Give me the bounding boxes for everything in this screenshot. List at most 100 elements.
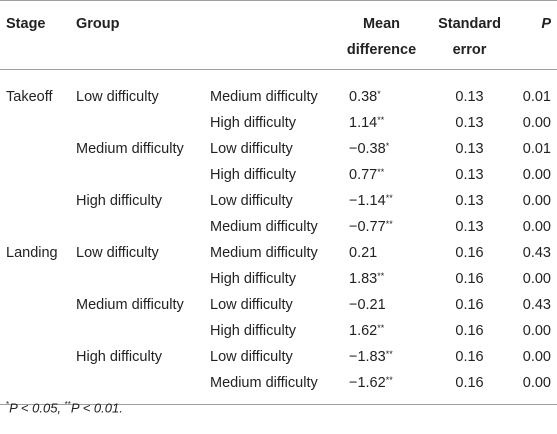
cell-compare: High difficulty (210, 271, 296, 287)
cell-stage (0, 266, 70, 292)
significance-stars: ** (385, 219, 393, 229)
cell-standard-error: 0.13 (455, 193, 484, 209)
cell-mean-difference: −1.83** (335, 344, 428, 370)
cell-standard-error: 0.16 (455, 297, 484, 313)
header-se-line2: error (452, 42, 487, 58)
header-se-line1: Standard (438, 16, 501, 32)
cell-mean-difference: 0.77** (335, 162, 428, 188)
cell-group: Low difficulty (76, 89, 159, 105)
cell-p-value: 0.01 (522, 89, 551, 105)
cell-p-value: 0.43 (522, 297, 551, 313)
cell-standard-error: 0.16 (455, 245, 484, 261)
cell-p-value: 0.43 (522, 245, 551, 261)
significance-stars: ** (377, 167, 385, 177)
cell-compare: Medium difficulty (204, 370, 335, 405)
cell-compare: Medium difficulty (210, 245, 318, 261)
table-row: High difficulty 0.77** 0.13 0.00 (0, 162, 557, 188)
cell-compare: Low difficulty (210, 349, 293, 365)
cell-p-value: 0.00 (511, 370, 557, 405)
cell-mean-difference: −1.14** (335, 188, 428, 214)
cell-stage (0, 292, 70, 318)
cell-mean-difference: 1.14** (335, 110, 428, 136)
cell-group (70, 162, 204, 188)
mean-value: 1.14 (349, 115, 378, 131)
cell-p-value: 0.00 (522, 323, 551, 339)
table-row: Medium difficulty Low difficulty −0.38* 0.1… (0, 136, 557, 162)
cell-standard-error: 0.16 (455, 271, 484, 287)
footnote-text-2: P < 0.01. (70, 400, 123, 416)
cell-compare: Low difficulty (210, 141, 293, 157)
cell-stage: Takeoff (6, 89, 53, 105)
cell-stage (0, 214, 70, 240)
cell-standard-error: 0.16 (455, 323, 484, 339)
footnote-text-1: P < 0.05, (9, 400, 62, 416)
results-table-container: Stage Group Mean difference Standard err… (0, 0, 557, 405)
table-row: Landing Low difficulty Medium difficulty 0.… (0, 240, 557, 266)
cell-mean-difference: 1.83** (335, 266, 428, 292)
significance-stars: ** (377, 323, 385, 333)
table-row: High difficulty Low difficulty −1.83** 0.16… (0, 344, 557, 370)
table-row: High difficulty 1.83** 0.16 0.00 (0, 266, 557, 292)
cell-mean-difference: 0.21 (335, 240, 428, 266)
header-group: Group (70, 0, 204, 70)
cell-mean-difference: 1.62** (335, 318, 428, 344)
cell-standard-error: 0.13 (455, 115, 484, 131)
mean-value: 0.77 (349, 167, 378, 183)
header-compare (204, 0, 335, 70)
mean-value: −0.38 (349, 141, 386, 157)
table-row: High difficulty Low difficulty −1.14** 0.13… (0, 188, 557, 214)
mean-value: −0.21 (349, 297, 386, 313)
cell-mean-difference: −0.38* (335, 136, 428, 162)
cell-group (70, 370, 204, 405)
cell-stage (0, 370, 70, 405)
cell-standard-error: 0.13 (455, 167, 484, 183)
cell-mean-difference: −1.62** (335, 370, 428, 405)
significance-stars: ** (385, 375, 393, 385)
significance-stars: ** (385, 349, 393, 359)
header-mean-line2: difference (346, 42, 417, 58)
cell-compare: Low difficulty (210, 193, 293, 209)
cell-group (70, 318, 204, 344)
cell-mean-difference: −0.77** (335, 214, 428, 240)
cell-compare: Low difficulty (210, 297, 293, 313)
mean-value: −1.14 (349, 193, 386, 209)
cell-p-value: 0.00 (522, 193, 551, 209)
header-p: P (511, 0, 557, 70)
mean-value: −1.83 (349, 349, 386, 365)
cell-stage (0, 110, 70, 136)
table-body: Takeoff Low difficulty Medium difficulty 0.… (0, 70, 557, 405)
cell-stage (0, 344, 70, 370)
cell-p-value: 0.00 (522, 115, 551, 131)
cell-group: High difficulty (76, 193, 162, 209)
mean-value: 0.38 (349, 89, 378, 105)
cell-standard-error: 0.13 (455, 89, 484, 105)
cell-stage (0, 162, 70, 188)
cell-standard-error: 0.13 (455, 219, 484, 235)
footnote-mark-2: ** (64, 400, 71, 409)
cell-p-value: 0.01 (522, 141, 551, 157)
cell-group (70, 266, 204, 292)
header-stage: Stage (0, 0, 70, 70)
significance-stars: * (377, 89, 381, 99)
cell-mean-difference: −0.21 (335, 292, 428, 318)
cell-compare: Medium difficulty (210, 89, 318, 105)
cell-compare: High difficulty (210, 323, 296, 339)
cell-p-value: 0.00 (522, 349, 551, 365)
header-standard-error: Standard error (428, 0, 511, 70)
results-table: Stage Group Mean difference Standard err… (0, 0, 557, 405)
mean-value: −1.62 (349, 375, 386, 391)
table-row: High difficulty 1.62** 0.16 0.00 (0, 318, 557, 344)
mean-value: −0.77 (349, 219, 386, 235)
header-mean-line1: Mean (362, 16, 401, 32)
mean-value: 0.21 (349, 245, 378, 261)
cell-compare: High difficulty (210, 167, 296, 183)
significance-stars: ** (377, 271, 385, 281)
cell-group: High difficulty (76, 349, 162, 365)
table-row: Medium difficulty −1.62** 0.16 0.00 (0, 370, 557, 405)
significance-stars: * (385, 141, 390, 151)
cell-group: Medium difficulty (76, 141, 184, 157)
header-mean-difference: Mean difference (335, 0, 428, 70)
cell-mean-difference: 0.38* (335, 70, 428, 111)
table-row: Takeoff Low difficulty Medium difficulty 0.… (0, 70, 557, 111)
cell-p-value: 0.00 (522, 271, 551, 287)
